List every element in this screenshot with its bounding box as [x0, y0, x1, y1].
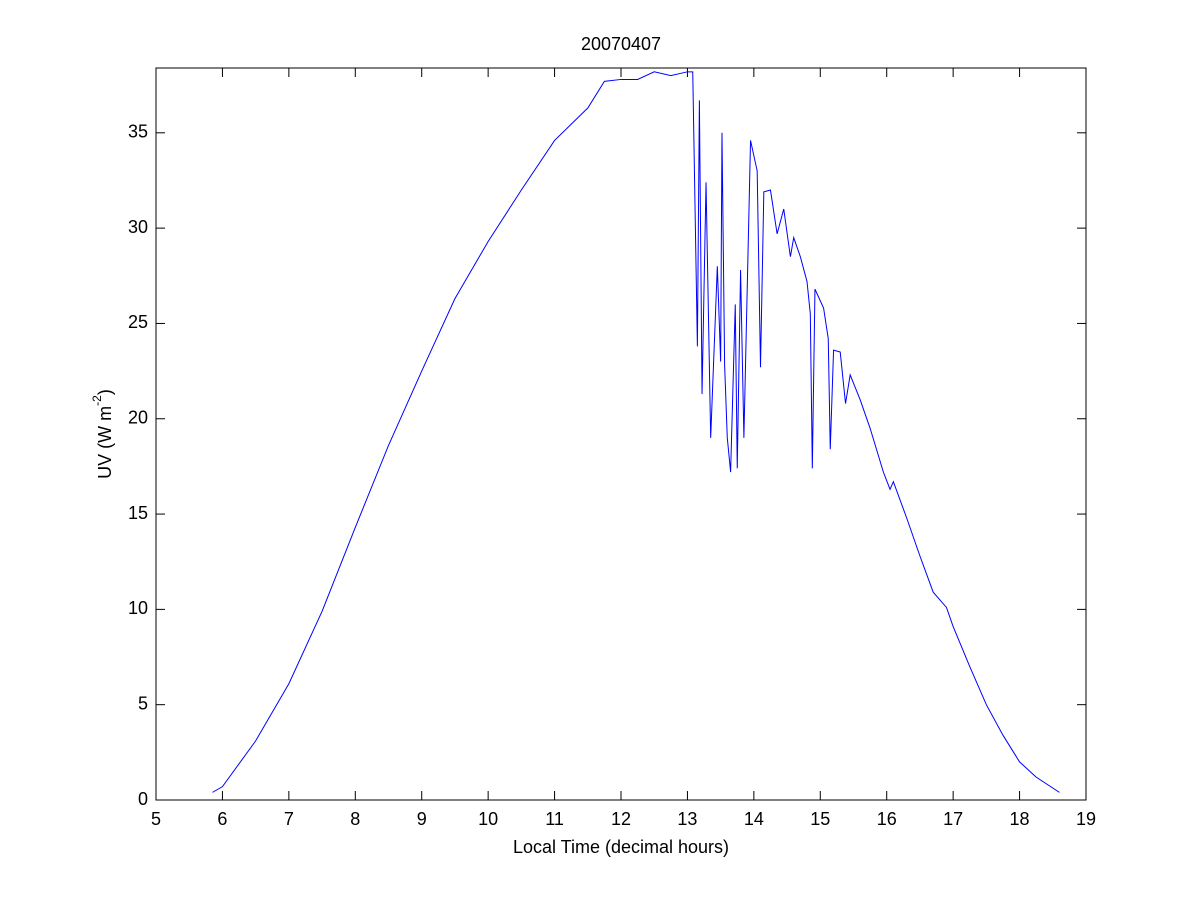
x-tick-label: 17	[943, 809, 963, 829]
y-tick-label: 10	[128, 598, 148, 618]
y-tick-label: 25	[128, 312, 148, 332]
y-tick-label: 5	[138, 693, 148, 713]
y-tick-label: 15	[128, 503, 148, 523]
x-tick-label: 18	[1010, 809, 1030, 829]
y-tick-label: 20	[128, 408, 148, 428]
x-tick-label: 7	[284, 809, 294, 829]
y-tick-label: 35	[128, 122, 148, 142]
y-label-close: )	[95, 389, 115, 395]
y-axis-label: UV (W m-2)	[90, 389, 115, 479]
data-line	[212, 71, 1060, 793]
x-tick-label: 13	[677, 809, 697, 829]
x-tick-label: 16	[877, 809, 897, 829]
x-tick-label: 15	[810, 809, 830, 829]
x-tick-label: 9	[417, 809, 427, 829]
x-tick-label: 6	[217, 809, 227, 829]
x-axis-label: Local Time (decimal hours)	[513, 837, 729, 857]
x-tick-label: 14	[744, 809, 764, 829]
x-tick-label: 10	[478, 809, 498, 829]
x-tick-label: 19	[1076, 809, 1096, 829]
plot-frame	[155, 67, 1087, 801]
x-tick-label: 11	[545, 809, 564, 829]
x-tick-label: 8	[350, 809, 360, 829]
x-tick-label: 5	[151, 809, 161, 829]
y-label-base: UV (W m	[95, 406, 115, 479]
y-tick-label: 0	[138, 789, 148, 809]
y-label-superscript: -2	[90, 395, 104, 406]
chart-title: 20070407	[581, 34, 661, 54]
y-tick-label: 30	[128, 217, 148, 237]
x-tick-label: 12	[611, 809, 631, 829]
